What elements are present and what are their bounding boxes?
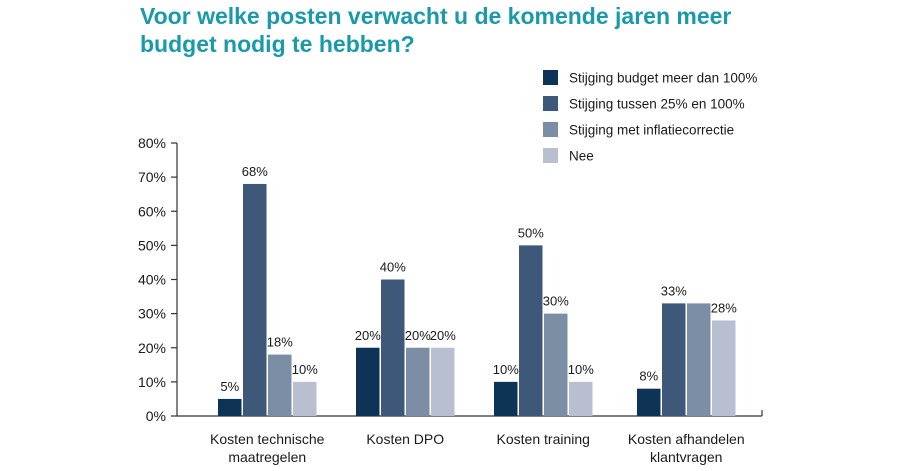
data-label: 18% (267, 335, 293, 350)
legend-label: Stijging met inflatiecorrectie (569, 123, 734, 138)
y-tick-label: 20% (138, 340, 166, 356)
data-label: 10% (493, 362, 519, 377)
legend-swatch (543, 122, 558, 137)
y-tick-label: 70% (138, 169, 166, 185)
bar (268, 354, 292, 416)
legend-label: Nee (569, 149, 594, 164)
legend-label: Stijging tussen 25% en 100% (569, 97, 745, 112)
x-axis-categories: Kosten technische maatregelen Kosten DPO Ko… (210, 431, 745, 465)
data-label: 33% (661, 283, 687, 298)
chart-title-line-1: Voor welke posten verwacht u de komende … (140, 3, 731, 29)
legend-label: Stijging budget meer dan 100% (569, 71, 757, 86)
legend-swatch (543, 96, 558, 111)
bar (544, 313, 568, 416)
y-tick-label: 40% (138, 272, 166, 288)
legend: Stijging budget meer dan 100% Stijging tu… (543, 70, 757, 164)
chart-title-line-2: budget nodig te hebben? (140, 31, 415, 57)
y-tick-label: 50% (138, 237, 166, 253)
x-category-label: klantvragen (650, 449, 722, 465)
bar (662, 303, 686, 416)
bar (637, 388, 661, 416)
bar (381, 279, 405, 416)
bar (569, 381, 593, 416)
data-label: 20% (355, 328, 381, 343)
bar (712, 320, 736, 416)
y-tick-label: 60% (138, 203, 166, 219)
bar (431, 347, 455, 416)
x-category-label: Kosten training (497, 431, 590, 447)
y-tick-label: 80% (138, 135, 166, 151)
bar (243, 183, 267, 416)
bars: 5% 20% 10% 8% 68% 40% 50% 33% 18% 20% 30% 10% 20% 10%… (218, 164, 737, 416)
data-label: 40% (380, 260, 406, 275)
y-tick-label: 0% (146, 408, 166, 424)
data-label: 68% (242, 164, 268, 179)
x-category-label: Kosten DPO (366, 431, 444, 447)
bar (687, 303, 711, 416)
x-category-label: maatregelen (228, 449, 306, 465)
legend-swatch (543, 148, 558, 163)
legend-swatch (543, 70, 558, 85)
data-label: 8% (639, 369, 658, 384)
bar (293, 381, 317, 416)
y-tick-label: 10% (138, 374, 166, 390)
x-category-label: Kosten technische (210, 431, 325, 447)
bar (494, 381, 518, 416)
data-label: 28% (711, 300, 737, 315)
bar (356, 347, 380, 416)
x-category-label: Kosten afhandelen (628, 431, 745, 447)
data-label: 10% (568, 362, 594, 377)
data-label: 5% (220, 379, 239, 394)
data-label: 10% (292, 362, 318, 377)
data-label: 20% (430, 328, 456, 343)
bar (406, 347, 430, 416)
data-label: 30% (543, 294, 569, 309)
data-label: 20% (405, 328, 431, 343)
y-tick-label: 30% (138, 306, 166, 322)
bar (519, 245, 543, 416)
data-label: 50% (518, 225, 544, 240)
bar (218, 398, 242, 416)
